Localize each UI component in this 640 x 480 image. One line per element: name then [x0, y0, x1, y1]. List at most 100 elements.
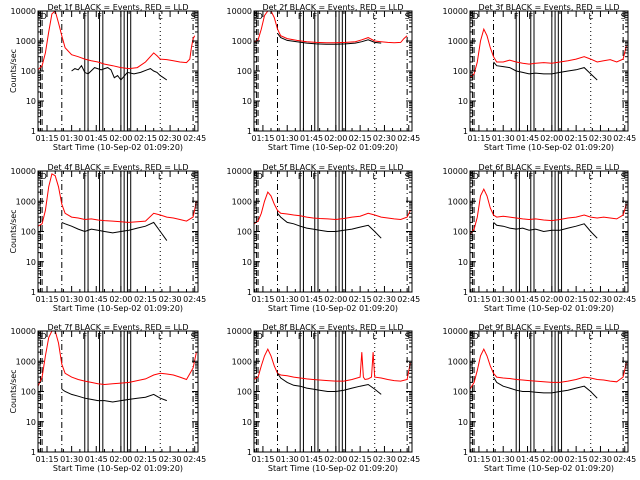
- x-tick-label: 02:00: [324, 295, 347, 304]
- y-tick-label: 10000: [227, 167, 252, 176]
- marker-letter: F: [82, 12, 87, 21]
- marker-letter: D: [41, 332, 47, 341]
- plot-area: [254, 171, 411, 292]
- marker-letter: S: [405, 12, 410, 21]
- lld-series-line: [38, 173, 197, 227]
- x-tick-label: 02:45: [613, 455, 636, 464]
- x-tick-label: 02:00: [109, 134, 132, 143]
- y-tick-label: 1000: [232, 357, 252, 366]
- x-tick-label: 01:45: [300, 134, 323, 143]
- plot-area: [38, 331, 197, 452]
- marker-letter: D: [473, 172, 479, 181]
- y-tick-label: 1: [463, 127, 468, 136]
- x-tick-label: 01:30: [492, 134, 515, 143]
- y-tick-label: 1000: [448, 197, 468, 206]
- x-tick-label: 02:30: [589, 295, 612, 304]
- chart-title: Det 5f BLACK = Events, RED = LLD: [262, 163, 403, 172]
- events-series-line: [493, 376, 598, 399]
- y-tick-label: 100: [237, 67, 252, 76]
- lld-series-line: [254, 191, 411, 225]
- marker-letter: D: [257, 12, 263, 21]
- plot-area: [470, 171, 627, 292]
- y-tick-label: 1: [31, 288, 36, 297]
- plot-area: [38, 171, 197, 292]
- x-tick-label: 01:30: [276, 455, 299, 464]
- events-series-line: [277, 212, 382, 239]
- x-tick-label: 02:30: [373, 134, 396, 143]
- y-tick-label: 1: [247, 448, 252, 457]
- x-tick-label: 01:15: [467, 295, 490, 304]
- lld-series-line: [470, 188, 627, 235]
- chart-title: Det 3f BLACK = Events, RED = LLD: [478, 3, 619, 12]
- plot-area: [470, 11, 627, 131]
- x-axis-label: Start Time (10-Sep-02 01:09:20): [53, 304, 183, 313]
- plot-area: [470, 331, 627, 452]
- x-tick-label: 02:45: [397, 455, 420, 464]
- y-tick-label: 1: [247, 127, 252, 136]
- marker-letter: D: [473, 332, 479, 341]
- x-tick-label: 02:00: [109, 295, 132, 304]
- y-tick-label: 10: [26, 258, 36, 267]
- marker-letter: F: [528, 332, 533, 341]
- x-tick-label: 01:45: [516, 134, 539, 143]
- y-axis-label: Counts/sec: [9, 49, 18, 93]
- marker-letter: S: [621, 172, 626, 181]
- x-tick-label: 02:45: [183, 455, 206, 464]
- lld-series-line: [254, 11, 408, 44]
- marker-letter: S: [38, 12, 43, 21]
- x-tick-label: 01:30: [492, 455, 515, 464]
- x-tick-label: 02:30: [159, 455, 182, 464]
- marker-letter: L: [588, 332, 593, 341]
- y-tick-label: 10000: [11, 7, 36, 16]
- chart-title: Det 8f BLACK = Events, RED = LLD: [262, 323, 403, 332]
- marker-letter: F: [298, 12, 303, 21]
- x-tick-label: 01:30: [60, 455, 83, 464]
- x-tick-label: 02:00: [540, 295, 563, 304]
- x-tick-label: 01:45: [300, 455, 323, 464]
- x-tick-label: 02:00: [324, 455, 347, 464]
- marker-letter: F: [82, 172, 87, 181]
- x-tick-label: 02:15: [134, 455, 157, 464]
- x-tick-label: 01:15: [251, 295, 274, 304]
- x-tick-label: 02:00: [109, 455, 132, 464]
- y-axis-label: Counts/sec: [9, 209, 18, 253]
- marker-letter: L: [158, 332, 163, 341]
- marker-letter: L: [158, 12, 163, 21]
- marker-letter: S: [191, 172, 196, 181]
- y-tick-label: 10: [458, 258, 468, 267]
- y-tick-label: 10000: [227, 7, 252, 16]
- lld-series-line: [38, 331, 197, 387]
- marker-letter: F: [82, 332, 87, 341]
- x-tick-label: 02:45: [613, 295, 636, 304]
- y-tick-label: 1: [31, 127, 36, 136]
- x-tick-label: 02:15: [349, 455, 372, 464]
- marker-letter: F: [97, 172, 102, 181]
- y-tick-label: 1000: [16, 357, 36, 366]
- x-tick-label: 01:45: [85, 455, 108, 464]
- y-tick-label: 100: [237, 388, 252, 397]
- lld-series-line: [470, 27, 627, 79]
- events-series-line: [277, 33, 382, 45]
- y-tick-label: 10: [458, 97, 468, 106]
- events-series-line: [493, 61, 598, 81]
- marker-letter: S: [405, 332, 410, 341]
- x-tick-label: 02:45: [183, 295, 206, 304]
- x-tick-label: 02:00: [540, 455, 563, 464]
- y-tick-label: 10000: [443, 167, 468, 176]
- x-tick-label: 01:30: [492, 295, 515, 304]
- plot-area: [38, 11, 196, 131]
- y-tick-label: 10: [458, 418, 468, 427]
- x-tick-label: 02:15: [349, 134, 372, 143]
- x-tick-label: 02:15: [565, 134, 588, 143]
- y-tick-label: 100: [21, 228, 36, 237]
- x-axis-label: Start Time (10-Sep-02 01:09:20): [484, 143, 614, 152]
- x-tick-label: 01:15: [467, 134, 490, 143]
- marker-letter: F: [97, 12, 102, 21]
- marker-letter: D: [41, 12, 47, 21]
- marker-letter: F: [97, 332, 102, 341]
- y-tick-label: 100: [21, 67, 36, 76]
- marker-letter: S: [470, 172, 475, 181]
